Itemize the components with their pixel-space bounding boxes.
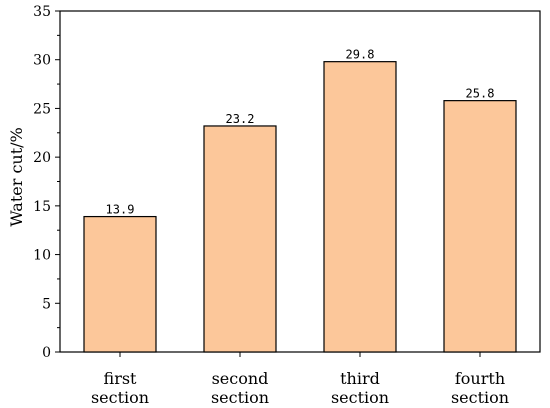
y-tick-label-5: 5 (42, 296, 51, 312)
bar-1 (83, 215, 157, 353)
y-tick-label-0: 0 (42, 345, 51, 361)
data-label-4: 25.8 (466, 87, 495, 101)
x-tick-label-2: second (212, 369, 269, 388)
bar-3 (323, 61, 397, 353)
data-label-1: 13.9 (106, 203, 135, 217)
x-tick-label-1: section (91, 388, 149, 407)
y-tick-label-30: 30 (33, 53, 51, 69)
y-tick-label-25: 25 (33, 101, 51, 117)
x-tick-label-2: section (211, 388, 269, 407)
x-tick-label-3: third (340, 369, 380, 388)
y-tick-label-15: 15 (33, 199, 51, 215)
data-label-3: 29.8 (346, 48, 375, 62)
x-tick-label-4: section (451, 388, 509, 407)
plot-area: 0510152025303513.9firstsection23.2second… (33, 4, 541, 407)
x-tick-label-1: first (104, 369, 138, 388)
y-tick-label-10: 10 (33, 248, 51, 264)
bar-2 (203, 125, 277, 353)
data-label-2: 23.2 (226, 112, 255, 126)
y-tick-label-35: 35 (33, 4, 51, 20)
y-axis-title: Water cut/% (7, 127, 26, 227)
x-tick-label-4: fourth (455, 369, 505, 388)
bar-4 (443, 100, 517, 353)
x-tick-label-3: section (331, 388, 389, 407)
y-tick-label-20: 20 (33, 150, 51, 166)
